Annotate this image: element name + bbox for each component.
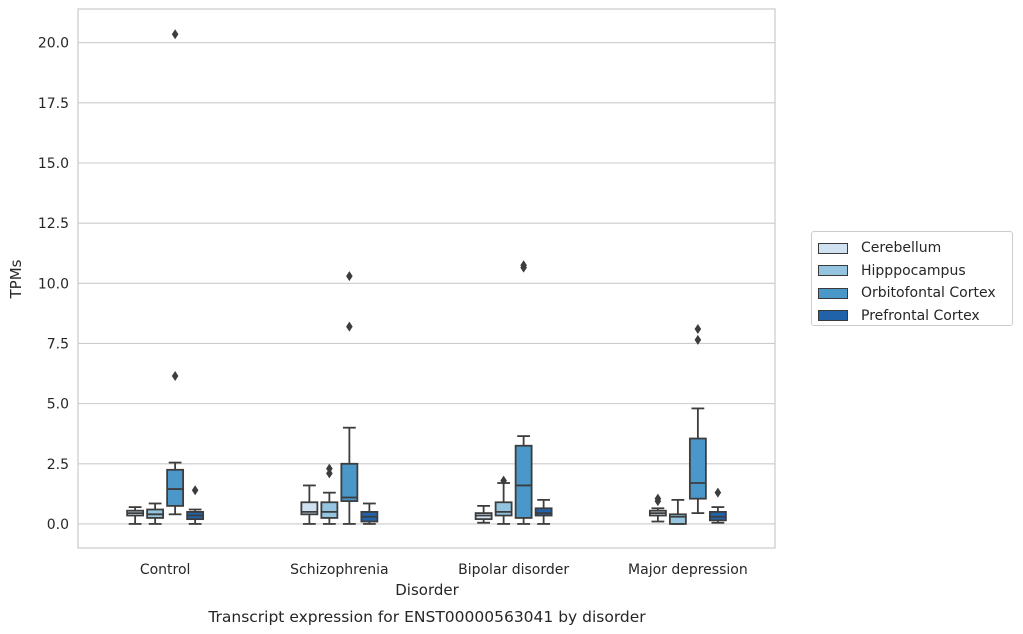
chart-title: Transcript expression for ENST0000056304… [207, 608, 646, 626]
box-hipppocampus-control [146, 502, 165, 525]
plot-area-frame [77, 8, 776, 549]
box-prefrontal-cortex-schizophrenia [360, 502, 379, 525]
box-iqr [514, 444, 533, 519]
box-cerebellum-bipolar-disorder [474, 504, 493, 524]
outlier-point [346, 271, 353, 282]
x-tick-label: Major depression [628, 562, 748, 578]
y-tick-label: 17.5 [38, 96, 69, 112]
box-prefrontal-cortex-bipolar-disorder [534, 498, 553, 525]
y-tick-label: 5.0 [47, 397, 69, 413]
box-orbitofontal-cortex-control [166, 29, 185, 516]
outlier-point [171, 370, 179, 381]
box-iqr [668, 513, 687, 525]
outlier-point [326, 463, 333, 474]
box-iqr [534, 507, 553, 517]
box-hipppocampus-bipolar-disorder [494, 475, 513, 525]
legend: Cerebellum Hipppocampus Orbitofontal Corte… [811, 231, 1013, 326]
y-tick-label: 12.5 [38, 216, 69, 232]
x-axis-label: Disorder [395, 581, 459, 599]
box-cerebellum-control [126, 506, 145, 525]
y-axis-label: TPMs [7, 259, 25, 299]
outlier-point [694, 324, 702, 335]
box-hipppocampus-schizophrenia [320, 463, 339, 525]
legend-swatch [818, 265, 848, 277]
y-tick-label: 7.5 [47, 336, 69, 352]
y-tick-label: 20.0 [38, 36, 69, 52]
x-tick-labels: Control Schizophrenia Bipolar disorder Majo… [140, 562, 748, 578]
legend-swatch [818, 287, 848, 299]
legend-item: Cerebellum [818, 237, 1012, 260]
legend-swatch [818, 310, 848, 322]
box-iqr [340, 462, 359, 502]
y-tick-label: 15.0 [38, 156, 69, 172]
outlier-point [694, 334, 702, 345]
box-orbitofontal-cortex-bipolar-disorder [514, 260, 533, 525]
legend-swatch [818, 242, 848, 254]
box-cerebellum-major-depression [648, 493, 667, 523]
y-tick-label: 10.0 [38, 276, 69, 292]
box-groups [126, 29, 727, 525]
y-tick-labels: 0.0 2.5 5.0 7.5 10.0 12.5 15.0 17.5 20.0 [38, 36, 69, 533]
legend-label: Hipppocampus [861, 262, 966, 279]
legend-item: Prefrontal Cortex [818, 305, 1012, 328]
x-tick-label: Control [140, 562, 191, 578]
box-hipppocampus-major-depression [668, 498, 687, 525]
box-orbitofontal-cortex-schizophrenia [340, 271, 359, 525]
outlier-point [346, 321, 353, 332]
box-orbitofontal-cortex-major-depression [688, 324, 707, 515]
outlier-point [520, 260, 527, 271]
outlier-point [714, 487, 722, 498]
box-prefrontal-cortex-control [186, 485, 205, 525]
legend-label: Cerebellum [861, 240, 942, 257]
outlier-point [191, 485, 199, 496]
grid-lines [78, 42, 775, 525]
box-prefrontal-cortex-major-depression [708, 487, 727, 524]
box-iqr [494, 501, 513, 517]
outlier-point [500, 475, 507, 486]
box-iqr [166, 468, 185, 507]
outlier-point [654, 493, 662, 504]
x-tick-label: Bipolar disorder [458, 562, 569, 578]
outlier-point [171, 29, 179, 40]
legend-item: Hipppocampus [818, 260, 1012, 283]
legend-label: Orbitofontal Cortex [861, 285, 996, 302]
x-tick-label: Schizophrenia [290, 562, 388, 578]
legend-item: Orbitofontal Cortex [818, 282, 1012, 305]
box-iqr [320, 501, 339, 519]
y-tick-label: 2.5 [47, 457, 69, 473]
y-tick-label: 0.0 [47, 517, 69, 533]
box-iqr [688, 437, 707, 500]
box-cerebellum-schizophrenia [300, 484, 319, 525]
legend-label: Prefrontal Cortex [861, 307, 980, 324]
